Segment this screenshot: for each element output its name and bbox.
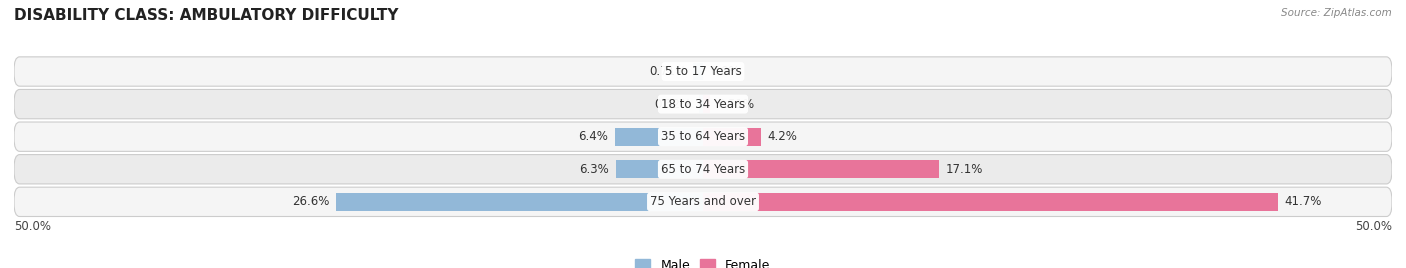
- Text: 41.7%: 41.7%: [1285, 195, 1322, 208]
- Text: 75 Years and over: 75 Years and over: [650, 195, 756, 208]
- FancyBboxPatch shape: [14, 187, 1392, 217]
- Text: Source: ZipAtlas.com: Source: ZipAtlas.com: [1281, 8, 1392, 18]
- Bar: [693, 62, 703, 80]
- Text: 5 to 17 Years: 5 to 17 Years: [665, 65, 741, 78]
- FancyBboxPatch shape: [14, 122, 1392, 151]
- FancyBboxPatch shape: [14, 57, 1392, 86]
- Bar: [703, 193, 1278, 211]
- Text: 0.0%: 0.0%: [710, 65, 740, 78]
- Text: 18 to 34 Years: 18 to 34 Years: [661, 98, 745, 111]
- Bar: [614, 128, 703, 146]
- Text: 4.2%: 4.2%: [768, 130, 797, 143]
- Text: 26.6%: 26.6%: [292, 195, 329, 208]
- Text: 50.0%: 50.0%: [14, 220, 51, 233]
- Text: 17.1%: 17.1%: [945, 163, 983, 176]
- Text: 65 to 74 Years: 65 to 74 Years: [661, 163, 745, 176]
- FancyBboxPatch shape: [14, 155, 1392, 184]
- Bar: [336, 193, 703, 211]
- Legend: Male, Female: Male, Female: [630, 254, 776, 268]
- Bar: [699, 95, 703, 113]
- Text: 6.3%: 6.3%: [579, 163, 609, 176]
- Text: 0.32%: 0.32%: [655, 98, 692, 111]
- Text: 0.51%: 0.51%: [717, 98, 754, 111]
- Text: 50.0%: 50.0%: [1355, 220, 1392, 233]
- Bar: [703, 128, 761, 146]
- FancyBboxPatch shape: [14, 90, 1392, 119]
- Text: 6.4%: 6.4%: [578, 130, 607, 143]
- Text: DISABILITY CLASS: AMBULATORY DIFFICULTY: DISABILITY CLASS: AMBULATORY DIFFICULTY: [14, 8, 398, 23]
- Bar: [616, 160, 703, 178]
- Text: 0.71%: 0.71%: [650, 65, 686, 78]
- Text: 35 to 64 Years: 35 to 64 Years: [661, 130, 745, 143]
- Bar: [703, 95, 710, 113]
- Bar: [703, 160, 939, 178]
